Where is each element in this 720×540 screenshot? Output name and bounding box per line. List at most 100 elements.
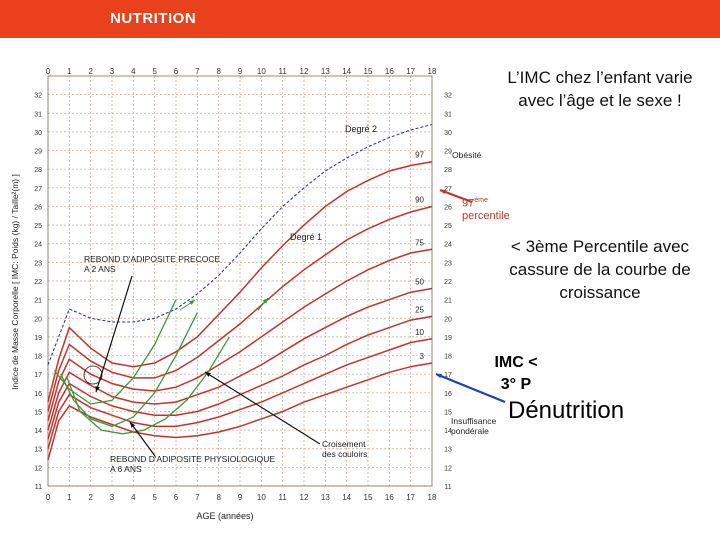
y-tick-label-left: 16 [34, 391, 42, 398]
label-rebond-precoce: A 2 ANS [84, 264, 116, 274]
arrow-imc-3-percentile-head [436, 373, 442, 379]
x-tick-label-top: 11 [279, 67, 288, 76]
percentile-label-97: 97 [415, 151, 424, 160]
percentile-97-label: 97ème percentile [462, 195, 510, 222]
y-tick-label-right: 12 [444, 465, 452, 472]
arrow-97-percentile [439, 188, 473, 204]
x-tick-label-bottom: 10 [257, 493, 266, 502]
y-tick-label-right: 13 [444, 447, 452, 454]
y-tick-label-left: 13 [34, 447, 42, 454]
label-croisement: Croisement [322, 439, 366, 449]
percentile-label-75: 75 [415, 238, 424, 247]
y-tick-label-right: 23 [444, 260, 452, 267]
x-tick-label-bottom: 18 [428, 493, 437, 502]
chart-grid [47, 75, 433, 487]
x-tick-label-top: 17 [406, 67, 415, 76]
x-tick-label-bottom: 12 [300, 493, 309, 502]
bmi-chart: 0011223344556677889910101111121213131414… [10, 67, 506, 521]
x-tick-label-top: 3 [110, 67, 115, 76]
y-tick-label-right: 14 [444, 428, 452, 435]
label-insuffisance: pondérale [451, 426, 489, 436]
x-tick-label-top: 6 [174, 67, 179, 76]
arrow-croisement-head [205, 372, 211, 377]
x-axis-label: AGE (années) [196, 511, 253, 521]
x-tick-label-top: 16 [385, 67, 394, 76]
x-tick-label-top: 5 [152, 67, 157, 76]
y-tick-label-left: 15 [34, 409, 42, 416]
y-tick-label-left: 18 [34, 354, 42, 361]
y-tick-label-left: 21 [34, 298, 42, 305]
y-tick-label-left: 28 [34, 167, 42, 174]
y-tick-label-left: 30 [34, 130, 42, 137]
percentile-curve-3 [47, 362, 433, 461]
y-tick-label-right: 19 [444, 335, 452, 342]
y-tick-label-left: 12 [34, 465, 42, 472]
x-tick-label-bottom: 15 [364, 493, 373, 502]
x-tick-label-bottom: 13 [321, 493, 330, 502]
y-tick-label-left: 31 [34, 111, 42, 118]
percentile-curve-75 [47, 248, 433, 421]
x-tick-label-bottom: 9 [238, 493, 243, 502]
y-tick-label-right: 11 [444, 484, 451, 491]
x-tick-label-bottom: 2 [88, 493, 93, 502]
y-tick-label-left: 27 [34, 186, 42, 193]
percentile-label-50: 50 [415, 277, 424, 286]
x-tick-label-top: 14 [342, 67, 351, 76]
y-tick-label-left: 23 [34, 260, 42, 267]
x-tick-label-top: 9 [238, 67, 243, 76]
chart-lines: 97 90 75 50 25 10 3 [47, 123, 433, 461]
y-tick-label-right: 18 [444, 354, 452, 361]
y-tick-label-left: 22 [34, 279, 42, 286]
label-insuffisance: Insuffisance [451, 416, 496, 426]
x-tick-label-bottom: 3 [110, 493, 115, 502]
x-tick-label-top: 12 [300, 67, 309, 76]
y-tick-label-left: 14 [34, 428, 42, 435]
percentile-curve-25 [47, 315, 433, 440]
x-tick-label-bottom: 17 [406, 493, 415, 502]
x-tick-label-top: 1 [67, 67, 72, 76]
adiposity-rebound-curve [53, 299, 177, 405]
x-tick-label-top: 15 [364, 67, 373, 76]
y-tick-label-right: 25 [444, 223, 452, 230]
percentile-97-word: percentile [462, 209, 510, 222]
plot-frame [47, 75, 433, 487]
percentile-label-25: 25 [415, 305, 424, 314]
y-tick-label-left: 24 [34, 242, 42, 249]
arrow-imc-3-percentile [435, 372, 506, 404]
y-tick-label-left: 20 [34, 316, 42, 323]
chart-ticks: 0011223344556677889910101111121213131414… [34, 67, 452, 502]
note-third-percentile: < 3ème Percentile avec cassure de la cou… [509, 237, 691, 302]
page-title: NUTRITION [110, 10, 197, 27]
label-obesite: Obésité [452, 150, 482, 160]
imc-label: IMC < 3° P [494, 354, 538, 393]
y-tick-label-left: 25 [34, 223, 42, 230]
label-rebond-precoce: REBOND D'ADIPOSITE PRECOCE [84, 254, 221, 264]
y-tick-label-left: 19 [34, 335, 42, 342]
chart-annotations: Degré 2 Degré 1 Obésité REBOND D'ADIPOSITE … [83, 124, 506, 474]
x-tick-label-bottom: 8 [216, 493, 221, 502]
x-tick-label-top: 8 [216, 67, 221, 76]
y-tick-label-right: 28 [444, 167, 452, 174]
note-imc-varies: L’IMC chez l’enfant varie avec l’âge et … [507, 68, 693, 110]
arrow-green-1-head [189, 300, 195, 306]
arrow-rebond-precoce [95, 275, 133, 393]
x-tick-label-bottom: 4 [131, 493, 136, 502]
obesity-threshold-curve [47, 123, 433, 366]
y-tick-label-left: 11 [35, 484, 42, 491]
x-tick-label-top: 7 [195, 67, 200, 76]
y-tick-label-right: 20 [444, 316, 452, 323]
percentile-97-sup: ème [474, 197, 488, 204]
x-tick-label-top: 4 [131, 67, 136, 76]
y-tick-label-left: 26 [34, 204, 42, 211]
y-tick-label-left: 17 [34, 372, 42, 379]
label-rebond-physiologique: A 6 ANS [110, 464, 142, 474]
percentile-curve-90 [47, 205, 433, 412]
y-tick-label-right: 16 [444, 391, 452, 398]
x-tick-label-top: 18 [428, 67, 437, 76]
arrow-rebond-precoce-head [95, 386, 100, 392]
x-tick-label-top: 0 [46, 67, 51, 76]
percentile-curve-50 [47, 287, 433, 431]
label-croisement: des couloirs [322, 449, 367, 459]
x-tick-label-top: 10 [257, 67, 266, 76]
denutrition-label: Dénutrition [508, 397, 625, 424]
